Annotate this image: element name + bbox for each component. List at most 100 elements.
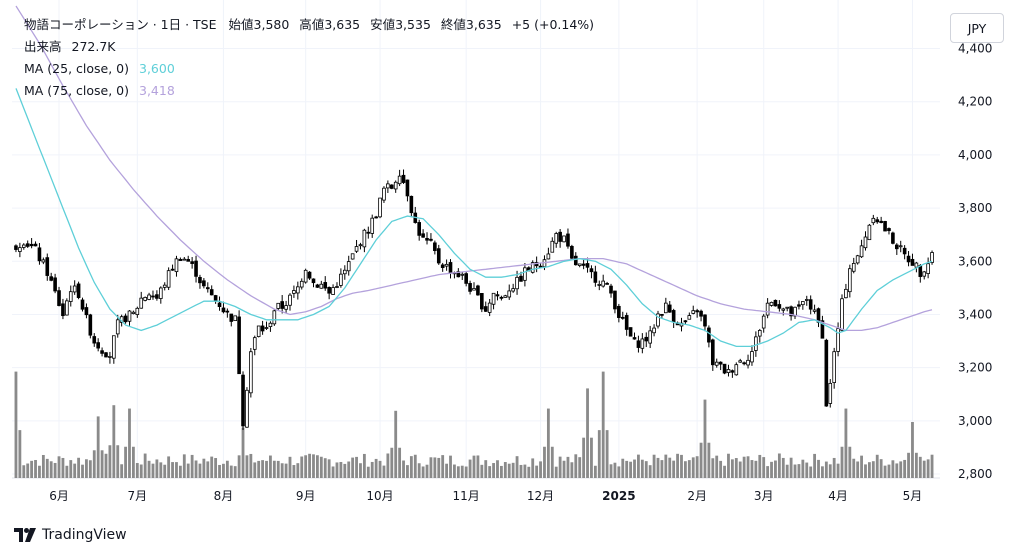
volume-bar [135, 463, 139, 478]
volume-bar [507, 463, 511, 478]
candle-body [832, 351, 836, 383]
volume-bar [777, 453, 781, 478]
volume-bar [742, 456, 746, 478]
volume-bar [131, 446, 135, 478]
candle-body [824, 339, 829, 407]
candle-body [21, 244, 26, 248]
close-label: 終値 [440, 17, 466, 32]
volume-bar [546, 408, 550, 478]
volume-bar [104, 453, 108, 478]
volume-bar [425, 464, 429, 478]
candle-body [401, 174, 406, 183]
candle-body [225, 310, 230, 313]
volume-bar [38, 465, 41, 478]
candle-body [554, 233, 559, 244]
candle-body [88, 314, 93, 336]
candle-body [914, 262, 919, 268]
volume-bar [116, 445, 120, 478]
volume-bar [190, 454, 194, 478]
volume-bar [511, 462, 515, 478]
candle-body [29, 243, 34, 247]
high-value: 3,635 [324, 17, 361, 32]
volume-bar [832, 457, 836, 478]
candle-body [346, 261, 351, 272]
candle-body [589, 268, 594, 273]
volume-bar [284, 463, 288, 478]
candle-body [49, 276, 54, 281]
volume-bar [22, 465, 26, 478]
volume-bar [18, 430, 22, 478]
volume-bar [668, 457, 672, 478]
x-tick-label: 9月 [296, 489, 316, 503]
ma25-row[interactable]: MA (25, close, 0) 3,600 [24, 58, 594, 80]
volume-bar [746, 456, 750, 478]
volume-bar [265, 460, 268, 478]
volume-bar [210, 456, 214, 478]
candle-body [241, 374, 245, 427]
volume-bar [817, 459, 820, 478]
volume-bar [899, 461, 903, 478]
volume-bar [218, 464, 221, 478]
ma75-row[interactable]: MA (75, close, 0) 3,418 [24, 80, 594, 102]
volume-bar [691, 457, 695, 478]
candle-body [162, 284, 167, 288]
volume-bar [327, 459, 331, 478]
candle-body [205, 287, 210, 290]
candle-body [268, 322, 273, 328]
volume-bar [229, 465, 233, 478]
volume-bar [535, 465, 539, 478]
volume-bar [805, 462, 809, 478]
candle-body [664, 302, 668, 314]
candle-body [315, 284, 320, 288]
candle-body [746, 359, 750, 366]
ma25-label: MA (25, close, 0) [24, 61, 130, 76]
volume-bar [296, 463, 300, 478]
volume-bar [178, 465, 182, 478]
candle-body [272, 310, 277, 325]
candle-body [523, 267, 527, 281]
candle-body [433, 242, 437, 251]
ma75-value: 3,418 [139, 83, 175, 98]
candle-body [249, 351, 253, 394]
candle-body [92, 336, 97, 344]
candle-body [374, 216, 378, 219]
candle-body [769, 301, 774, 306]
candle-body [61, 303, 65, 317]
currency-button[interactable]: JPY [950, 13, 1004, 43]
volume-bar [774, 460, 777, 478]
volume-bar [492, 463, 495, 478]
candle-body [18, 247, 22, 252]
volume-bar [527, 466, 531, 478]
x-tick-label: 3月 [754, 489, 774, 503]
volume-value: 272.7K [71, 39, 116, 54]
candle-body [828, 382, 833, 404]
volume-bar [472, 455, 476, 478]
tradingview-logo[interactable]: TradingView [14, 527, 127, 543]
candle-body [389, 184, 394, 189]
candle-body [601, 280, 606, 287]
candle-body [577, 263, 582, 266]
volume-bar [269, 455, 272, 478]
candle-body [487, 302, 492, 313]
volume-bar [30, 460, 34, 478]
volume-bar [300, 456, 304, 478]
volume-bar [926, 459, 930, 478]
candle-body [871, 217, 876, 224]
chart-canvas[interactable]: 2,800 3,000 3,200 3,400 3,600 3,800 4,000 4,200… [0, 0, 1024, 520]
volume-bar [441, 455, 445, 478]
volume-bar [253, 462, 257, 478]
candle-body [734, 364, 739, 376]
volume-bar [222, 463, 225, 478]
candle-body [370, 217, 375, 234]
volume-bar [640, 459, 644, 478]
volume-bar [828, 464, 832, 478]
volume-bar [648, 465, 652, 478]
volume-bar [359, 463, 362, 478]
candle-body [472, 288, 476, 291]
volume-bar [593, 465, 597, 478]
volume-bar [112, 405, 116, 478]
candle-body [718, 361, 723, 365]
volume-bar [331, 466, 335, 478]
volume-bar [699, 442, 703, 478]
